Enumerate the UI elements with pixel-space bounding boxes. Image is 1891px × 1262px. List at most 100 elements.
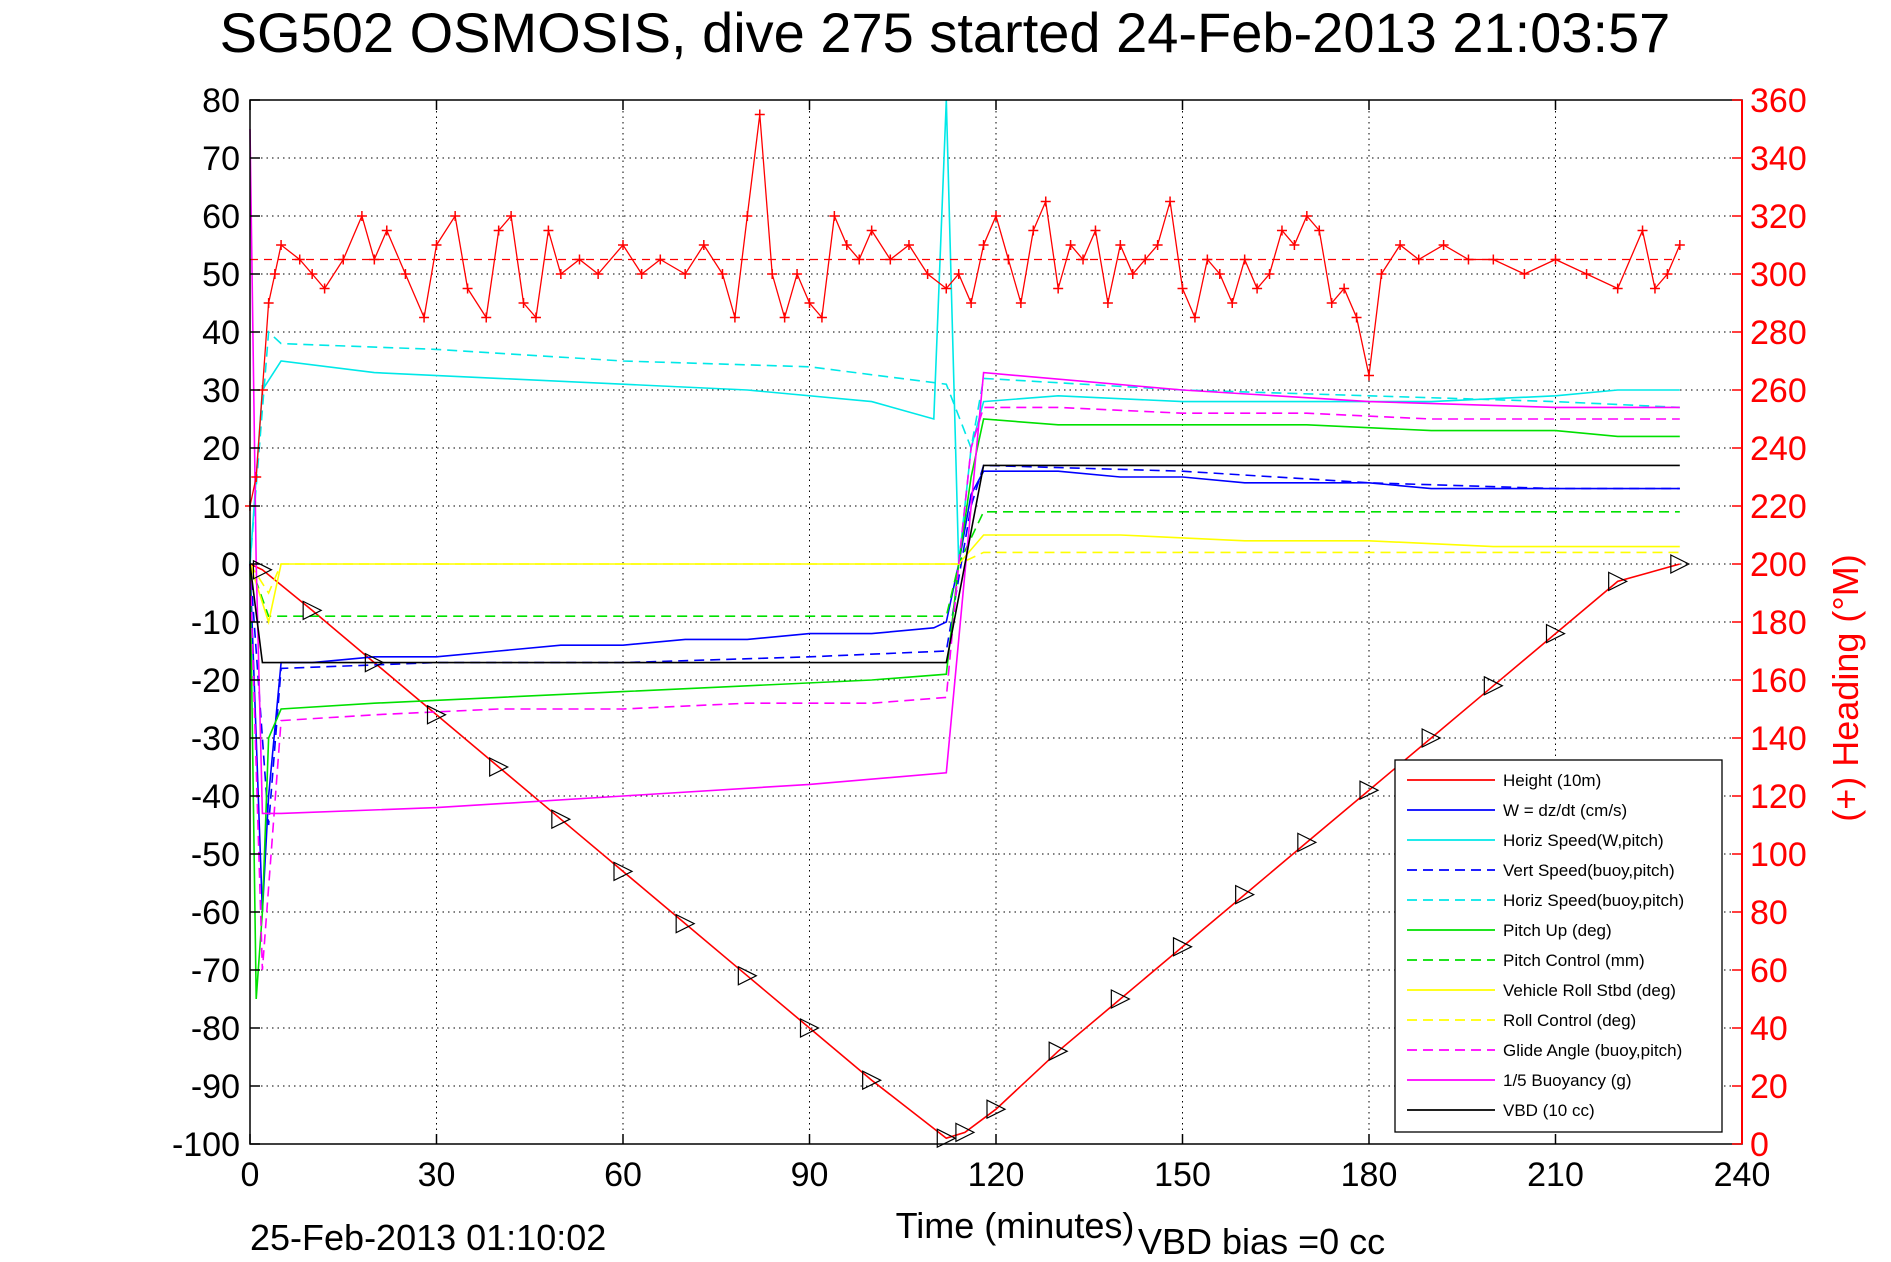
heading-point (1438, 240, 1449, 250)
heading-point (251, 472, 262, 482)
height-marker (737, 965, 758, 986)
x-tick-label: 150 (1154, 1156, 1211, 1194)
heading-point (1289, 240, 1300, 250)
legend-label: Horiz Speed(buoy,pitch) (1503, 891, 1684, 910)
height-marker (799, 1018, 820, 1038)
y-right-tick-label: 40 (1750, 1010, 1788, 1048)
heading-point (431, 240, 442, 250)
heading-point (555, 269, 566, 279)
heading-point (1364, 370, 1374, 381)
heading-point (966, 298, 977, 308)
heading-point (506, 211, 517, 221)
y-tick-label: -70 (191, 952, 240, 990)
height-marker (252, 559, 273, 580)
heading-point (829, 211, 840, 221)
y-tick-label: -100 (172, 1126, 240, 1164)
heading-point (742, 211, 753, 221)
heading-point (1581, 269, 1592, 279)
heading-point (518, 298, 529, 308)
x-tick-label: 120 (968, 1156, 1025, 1194)
heading-point (767, 269, 778, 279)
y-right-tick-label: 280 (1750, 314, 1807, 352)
heading-point (462, 283, 473, 294)
height-marker (1359, 780, 1380, 801)
heading-point (991, 211, 1001, 221)
height-marker (1048, 1041, 1069, 1062)
heading-point (1612, 283, 1623, 294)
y-tick-label: 70 (202, 140, 240, 178)
y-tick-label: -90 (191, 1068, 240, 1106)
heading-point (618, 240, 628, 250)
series-layer (249, 99, 1691, 1149)
y-tick-label: -20 (191, 662, 240, 700)
legend-label: Horiz Speed(W,pitch) (1503, 831, 1664, 850)
heading-point (1152, 240, 1163, 250)
heading-point (953, 269, 964, 279)
height-marker (675, 913, 696, 934)
heading-point (1395, 240, 1406, 250)
heading-point (1276, 225, 1287, 236)
y-right-tick-label: 180 (1750, 604, 1807, 642)
heading-point (903, 240, 914, 250)
heading-point (269, 269, 280, 279)
legend-label: Glide Angle (buoy,pitch) (1503, 1041, 1682, 1060)
heading-point (1550, 254, 1561, 265)
series-line-4 (249, 330, 1680, 565)
legend-label: Pitch Control (mm) (1503, 951, 1645, 970)
heading-point (941, 283, 952, 294)
legend-box (1394, 759, 1723, 1133)
legend: Height (10m) W = dz/dt (cm/s) Horiz Speed(… (1394, 759, 1723, 1133)
heading-point (636, 269, 647, 279)
heading-point (1165, 196, 1176, 207)
height-marker (613, 861, 634, 882)
heading-point (574, 254, 585, 265)
heading-point (1227, 298, 1238, 308)
footer-timestamp: 25-Feb-2013 01:10:02 (250, 1217, 606, 1258)
heading-point (1519, 269, 1530, 279)
heading-point (1189, 312, 1200, 323)
height-marker (1421, 728, 1442, 748)
y-tick-label: 30 (202, 372, 240, 410)
heading-point (400, 269, 411, 279)
heading-point (922, 269, 933, 279)
heading-point (1339, 283, 1350, 294)
heading-point (1301, 211, 1312, 221)
height-marker (955, 1122, 976, 1143)
heading-point (263, 298, 274, 308)
height-marker (364, 652, 385, 673)
height-marker (551, 809, 572, 830)
heading-point (1090, 225, 1101, 236)
heading-point (680, 269, 691, 279)
series-line-11 (249, 464, 1680, 664)
heading-point (450, 211, 461, 221)
height-marker (1545, 623, 1566, 644)
chart-title: SG502 OSMOSIS, dive 275 started 24-Feb-2… (220, 1, 1671, 64)
heading-point (1376, 269, 1387, 279)
heading-point (1028, 225, 1039, 236)
x-axis: 0 30 60 90 120 150 180 210 240 (241, 100, 1770, 1194)
heading-point (1214, 269, 1225, 279)
heading-point (1488, 254, 1499, 265)
y-right-tick-label: 240 (1750, 430, 1807, 468)
y-right-tick-label: 360 (1750, 82, 1807, 120)
y-right-tick-label: 260 (1750, 372, 1807, 410)
heading-point (866, 225, 877, 236)
y-right-tick-label: 300 (1750, 256, 1807, 294)
y-tick-label: 60 (202, 198, 240, 236)
height-marker (426, 704, 447, 725)
heading-point (717, 269, 728, 279)
heading-point (276, 240, 287, 250)
height-marker (489, 757, 510, 777)
series-line-8 (249, 551, 1680, 595)
x-axis-label: Time (minutes) (896, 1205, 1135, 1246)
heading-point (792, 269, 803, 279)
heading-point (1351, 312, 1362, 323)
x-tick-label: 90 (791, 1156, 829, 1194)
heading-point (1662, 269, 1673, 279)
heading-point (978, 240, 989, 250)
x-tick-label: 0 (241, 1156, 260, 1194)
heading-point (816, 312, 827, 323)
y-right-tick-label: 0 (1750, 1126, 1769, 1164)
x-tick-label: 180 (1341, 1156, 1398, 1194)
